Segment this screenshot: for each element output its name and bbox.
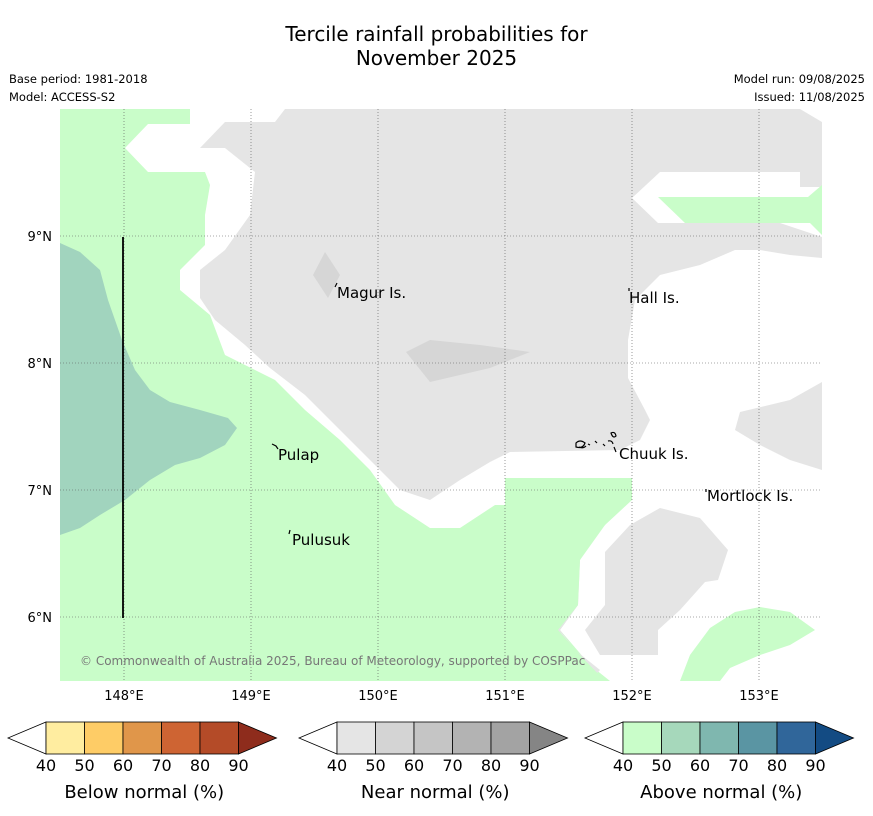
near-normal-region [735,382,822,470]
colorbar-label: Near normal (%) [361,782,510,803]
lon-tick-label: 153°E [739,689,779,704]
above-normal-region [658,185,822,235]
lat-tick-label: 8°N [28,357,53,372]
colorbar-tick-label: 40 [613,756,633,775]
chuuk-lagoon-islands [575,431,617,453]
colorbar-label: Below normal (%) [64,782,224,803]
lon-tick-label: 148°E [104,689,144,704]
copyright-notice: © Commonwealth of Australia 2025, Bureau… [80,654,585,668]
colorbar-tick-label: 50 [651,756,671,775]
colorbar-segment [661,721,701,755]
lat-tick-label: 9°N [28,230,53,245]
colorbar-tick-label: 90 [519,756,539,775]
colorbar-segment [84,721,124,755]
colorbar-tick-label: 60 [404,756,424,775]
colorbar-segment [375,721,415,755]
colorbar-tick-label: 90 [805,756,825,775]
colorbar-segment [622,721,662,755]
no-signal-band [800,660,822,681]
colorbar-tick-label: 90 [228,756,248,775]
colorbar-min-extension [297,721,338,755]
title-line-1: Tercile rainfall probabilities for [285,22,588,46]
issued-text: Issued: 11/08/2025 [754,90,865,104]
chart-title: Tercile rainfall probabilities for Novem… [0,22,873,70]
place-label-magur: Magur Is. [337,284,406,302]
colorbar-segment [413,721,453,755]
colorbar-near-normal: 40 50 60 70 80 90 Near normal (%) [297,721,569,803]
near-normal-region [200,109,822,500]
near-normal-region [585,508,728,655]
meta-left: Base period: 1981-2018 Model: ACCESS-S2 [9,70,148,106]
land-features [122,237,707,618]
colorbar-max-extension [815,721,855,755]
place-label-pulusuk: Pulusuk [292,531,350,549]
colorbar-tick-label: 60 [690,756,710,775]
above-normal-60-region [60,243,237,535]
colorbar-max-extension [529,721,569,755]
colorbar-segment [336,721,376,755]
place-label-chuuk: Chuuk Is. [619,445,688,463]
place-label-mortlock: Mortlock Is. [707,487,793,505]
near-normal-60-region [313,252,340,298]
colorbar-segment [738,721,778,755]
colorbar-max-extension [238,721,278,755]
colorbar-segment [490,721,530,755]
colorbar-tick-label: 40 [327,756,347,775]
graticule [60,109,822,681]
colorbar-label: Above normal (%) [640,782,802,803]
colorbar-tick-label: 60 [113,756,133,775]
map-panel [60,109,822,681]
colorbar-segment [122,721,162,755]
colorbar-tick-label: 80 [190,756,210,775]
magur-island-outline [334,282,338,288]
lon-tick-label: 149°E [231,689,271,704]
colorbar-tick-label: 70 [151,756,171,775]
colorbar-tick-label: 70 [728,756,748,775]
above-normal-region [680,607,815,681]
colorbar-segment [776,721,816,755]
colorbar-min-extension [6,721,47,755]
lat-tick-label: 6°N [28,611,53,626]
colorbar-tick-label: 50 [365,756,385,775]
colorbar-segment [161,721,201,755]
lat-tick-label: 7°N [28,484,53,499]
model-run-text: Model run: 09/08/2025 [733,72,865,86]
colorbar-tick-label: 80 [767,756,787,775]
pulap-island-outline [271,443,279,450]
colorbar-tick-label: 80 [481,756,501,775]
colorbar-min-extension [583,721,624,755]
lon-tick-label: 150°E [358,689,398,704]
no-signal-band [710,323,822,412]
lon-tick-label: 151°E [485,689,525,704]
base-period-text: Base period: 1981-2018 [9,72,148,86]
colorbar-segment [199,721,239,755]
title-line-2: November 2025 [355,46,518,70]
near-normal-60-region [406,340,530,382]
colorbar-segment [699,721,739,755]
colorbar-tick-label: 70 [442,756,462,775]
place-label-pulap: Pulap [278,446,319,464]
colorbar-tick-label: 50 [74,756,94,775]
meta-right: Model run: 09/08/2025 Issued: 11/08/2025 [734,70,865,106]
colorbar-tick-label: 40 [36,756,56,775]
model-text: Model: ACCESS-S2 [9,90,116,104]
place-label-hall: Hall Is. [629,289,680,307]
lon-tick-label: 152°E [612,689,652,704]
colorbar-segment [452,721,492,755]
colorbar-segment [45,721,85,755]
pulusuk-island-outline [288,529,291,535]
above-normal-region [505,478,632,681]
